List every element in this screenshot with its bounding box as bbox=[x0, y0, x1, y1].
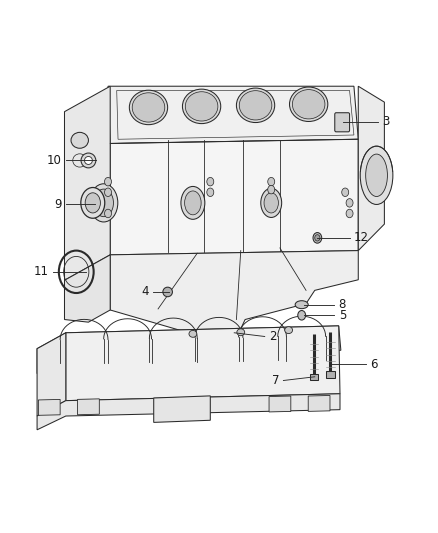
Polygon shape bbox=[39, 399, 60, 415]
Ellipse shape bbox=[366, 154, 388, 197]
Text: 11: 11 bbox=[33, 265, 48, 278]
Ellipse shape bbox=[105, 177, 112, 186]
Ellipse shape bbox=[81, 188, 105, 218]
Ellipse shape bbox=[293, 90, 325, 119]
Ellipse shape bbox=[129, 90, 168, 125]
Ellipse shape bbox=[237, 329, 245, 336]
Ellipse shape bbox=[105, 209, 112, 217]
Polygon shape bbox=[66, 326, 341, 358]
Polygon shape bbox=[37, 333, 66, 416]
Ellipse shape bbox=[346, 209, 353, 217]
Ellipse shape bbox=[85, 193, 100, 213]
Ellipse shape bbox=[315, 235, 320, 241]
Polygon shape bbox=[269, 396, 291, 412]
Text: 2: 2 bbox=[269, 330, 276, 343]
Ellipse shape bbox=[89, 184, 118, 222]
Polygon shape bbox=[308, 395, 330, 411]
Polygon shape bbox=[154, 396, 210, 422]
FancyBboxPatch shape bbox=[335, 113, 350, 132]
Polygon shape bbox=[310, 374, 318, 380]
Polygon shape bbox=[37, 333, 67, 374]
Ellipse shape bbox=[298, 311, 306, 320]
Ellipse shape bbox=[181, 187, 205, 219]
Ellipse shape bbox=[264, 193, 279, 213]
Polygon shape bbox=[110, 139, 358, 255]
Text: 7: 7 bbox=[272, 374, 279, 387]
Ellipse shape bbox=[132, 93, 165, 122]
Ellipse shape bbox=[71, 132, 88, 148]
Polygon shape bbox=[37, 394, 340, 430]
Text: 3: 3 bbox=[382, 115, 389, 128]
Text: 10: 10 bbox=[46, 154, 61, 167]
Ellipse shape bbox=[261, 188, 282, 217]
Ellipse shape bbox=[268, 185, 275, 194]
Polygon shape bbox=[64, 255, 110, 322]
Ellipse shape bbox=[185, 92, 218, 121]
Polygon shape bbox=[64, 86, 110, 280]
Ellipse shape bbox=[81, 153, 96, 168]
Polygon shape bbox=[326, 372, 335, 378]
Ellipse shape bbox=[163, 287, 173, 297]
Ellipse shape bbox=[237, 88, 275, 123]
Text: 4: 4 bbox=[141, 286, 148, 298]
Ellipse shape bbox=[189, 330, 197, 337]
Text: 5: 5 bbox=[339, 309, 346, 322]
Ellipse shape bbox=[183, 89, 221, 124]
Ellipse shape bbox=[360, 146, 393, 205]
Ellipse shape bbox=[207, 188, 214, 197]
Ellipse shape bbox=[105, 188, 112, 197]
Ellipse shape bbox=[207, 177, 214, 186]
Ellipse shape bbox=[239, 91, 272, 120]
Text: 8: 8 bbox=[339, 298, 346, 311]
Text: 6: 6 bbox=[371, 358, 378, 370]
Polygon shape bbox=[358, 86, 385, 251]
Text: 12: 12 bbox=[354, 231, 369, 244]
Ellipse shape bbox=[268, 177, 275, 186]
Ellipse shape bbox=[313, 232, 322, 243]
Polygon shape bbox=[66, 326, 340, 401]
Polygon shape bbox=[110, 251, 358, 343]
Ellipse shape bbox=[295, 301, 308, 309]
Text: 9: 9 bbox=[54, 198, 61, 211]
Polygon shape bbox=[108, 86, 358, 143]
Ellipse shape bbox=[85, 157, 92, 165]
Polygon shape bbox=[78, 399, 99, 415]
Ellipse shape bbox=[185, 191, 201, 215]
Ellipse shape bbox=[285, 327, 293, 334]
Ellipse shape bbox=[346, 199, 353, 207]
Ellipse shape bbox=[290, 87, 328, 122]
Ellipse shape bbox=[342, 188, 349, 197]
Ellipse shape bbox=[94, 189, 113, 216]
